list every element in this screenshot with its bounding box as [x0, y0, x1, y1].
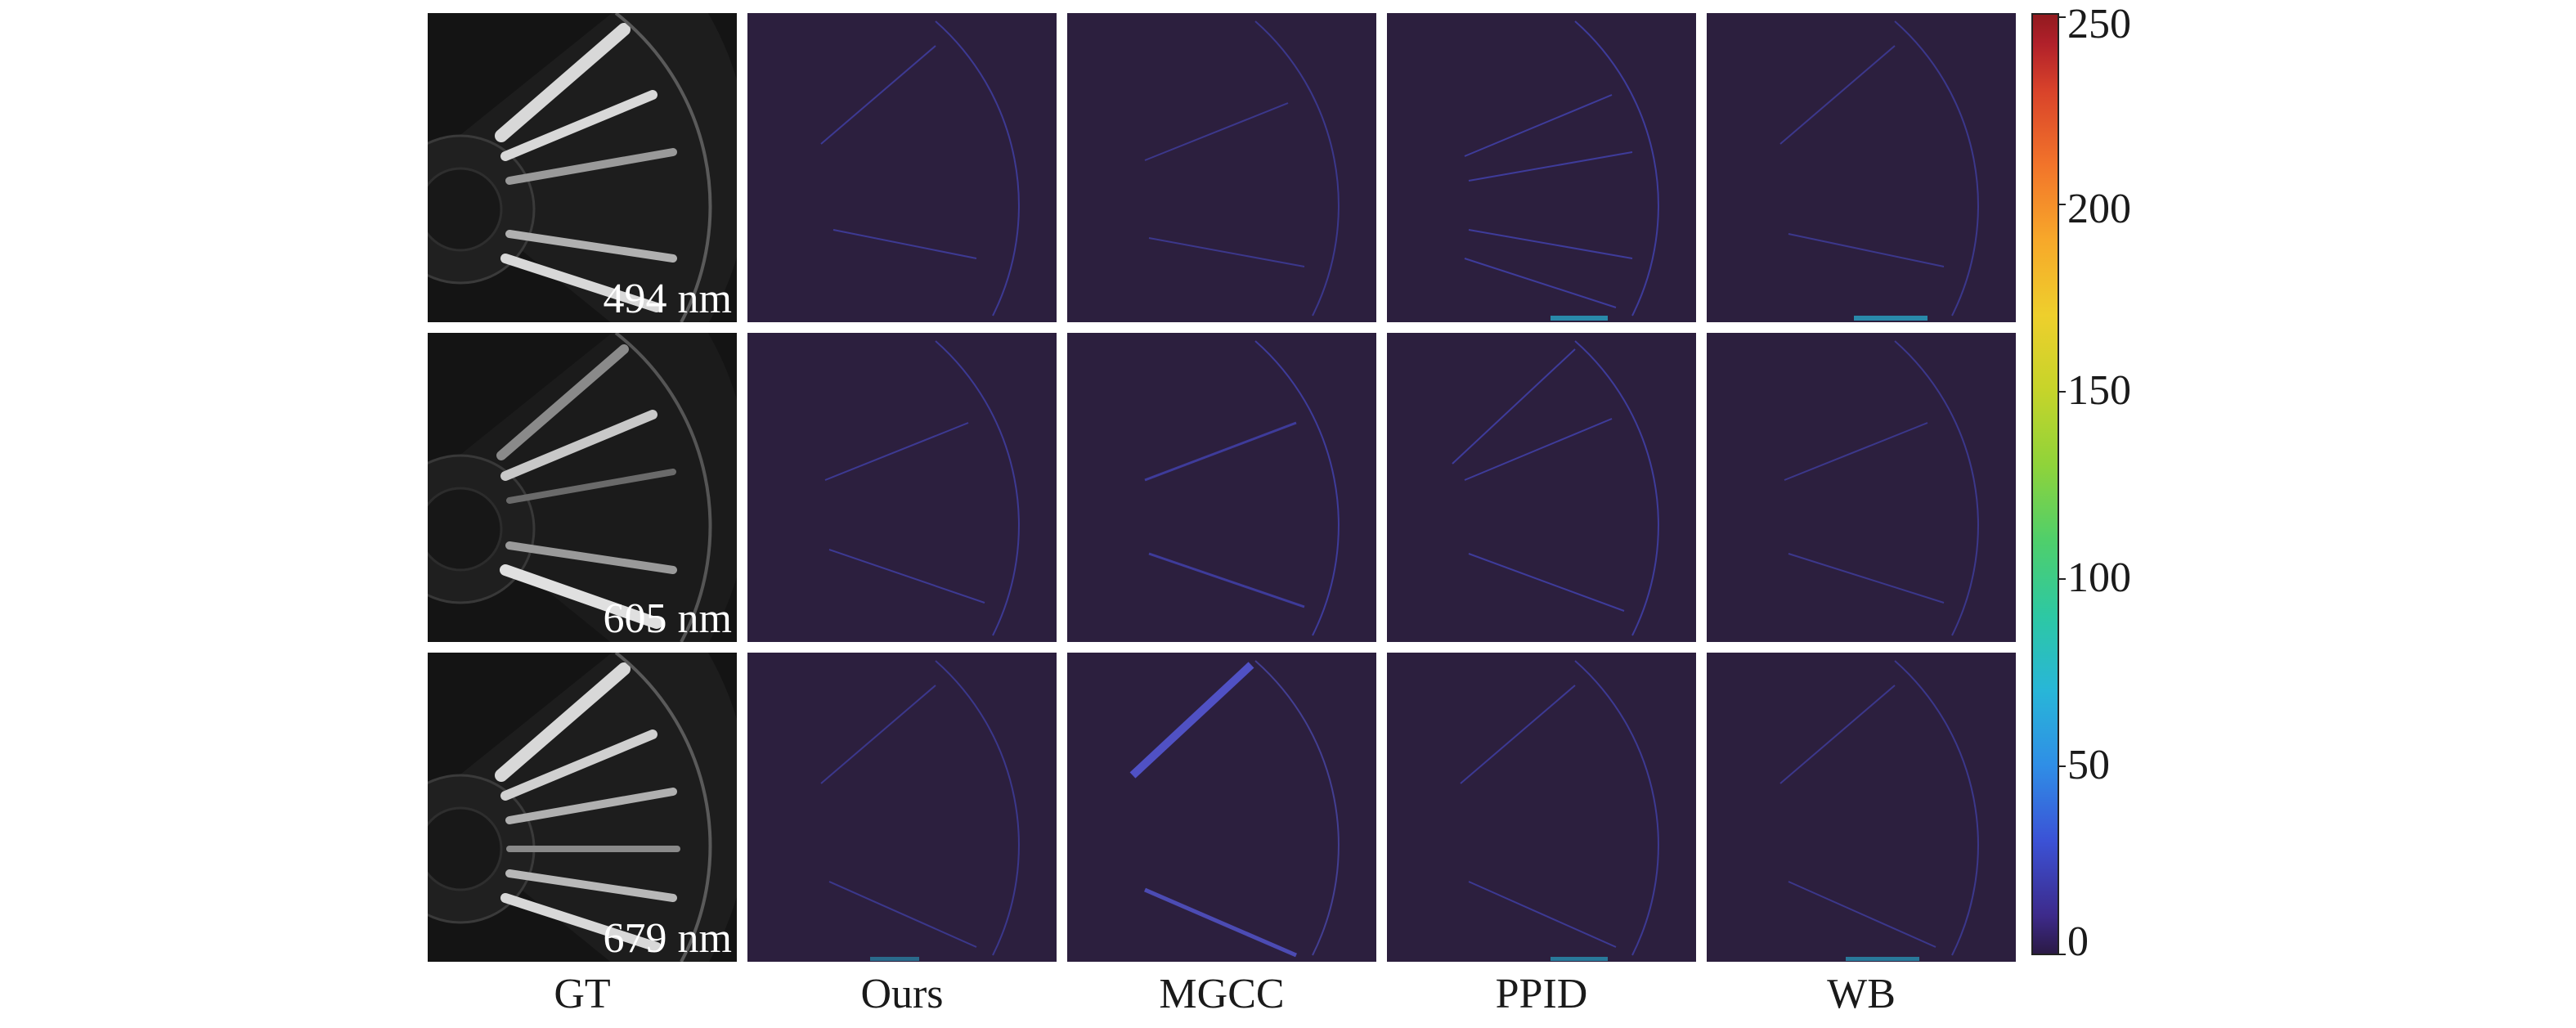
wavelength-label: 679 nm: [603, 915, 732, 962]
error-map-ppid-605: [1387, 333, 1696, 642]
column-label-mgcc: MGCC: [1159, 971, 1285, 1017]
colorbar-tick-150: 150: [2067, 367, 2131, 414]
error-map-mgcc-605: [1067, 333, 1376, 642]
column-label-ours: Ours: [860, 971, 944, 1017]
error-map-ppid-494: [1387, 13, 1696, 322]
gt-image-494: 494 nm: [428, 13, 737, 322]
error-map-ours-679: [747, 653, 1057, 962]
error-map-wb-494: [1707, 13, 2016, 322]
colorbar-tick-250: 250: [2067, 1, 2131, 47]
error-map-wb-605: [1707, 333, 2016, 642]
colorbar-tick-200: 200: [2067, 186, 2131, 232]
error-map-ours-494: [747, 13, 1057, 322]
error-map-ours-605: [747, 333, 1057, 642]
gt-image-679: 679 nm: [428, 653, 737, 962]
column-label-gt: GT: [554, 971, 611, 1017]
error-map-ppid-679: [1387, 653, 1696, 962]
column-label-ppid: PPID: [1495, 971, 1588, 1017]
wavelength-label: 494 nm: [603, 276, 732, 322]
error-map-mgcc-679: [1067, 653, 1376, 962]
colorbar: [2031, 13, 2059, 955]
gt-image-605: 605 nm: [428, 333, 737, 642]
colorbar-tick-0: 0: [2067, 918, 2089, 965]
wavelength-label: 605 nm: [603, 595, 732, 642]
error-map-mgcc-494: [1067, 13, 1376, 322]
column-label-wb: WB: [1827, 971, 1896, 1017]
colorbar-tick-50: 50: [2067, 742, 2110, 788]
error-map-wb-679: [1707, 653, 2016, 962]
colorbar-tick-100: 100: [2067, 554, 2131, 601]
